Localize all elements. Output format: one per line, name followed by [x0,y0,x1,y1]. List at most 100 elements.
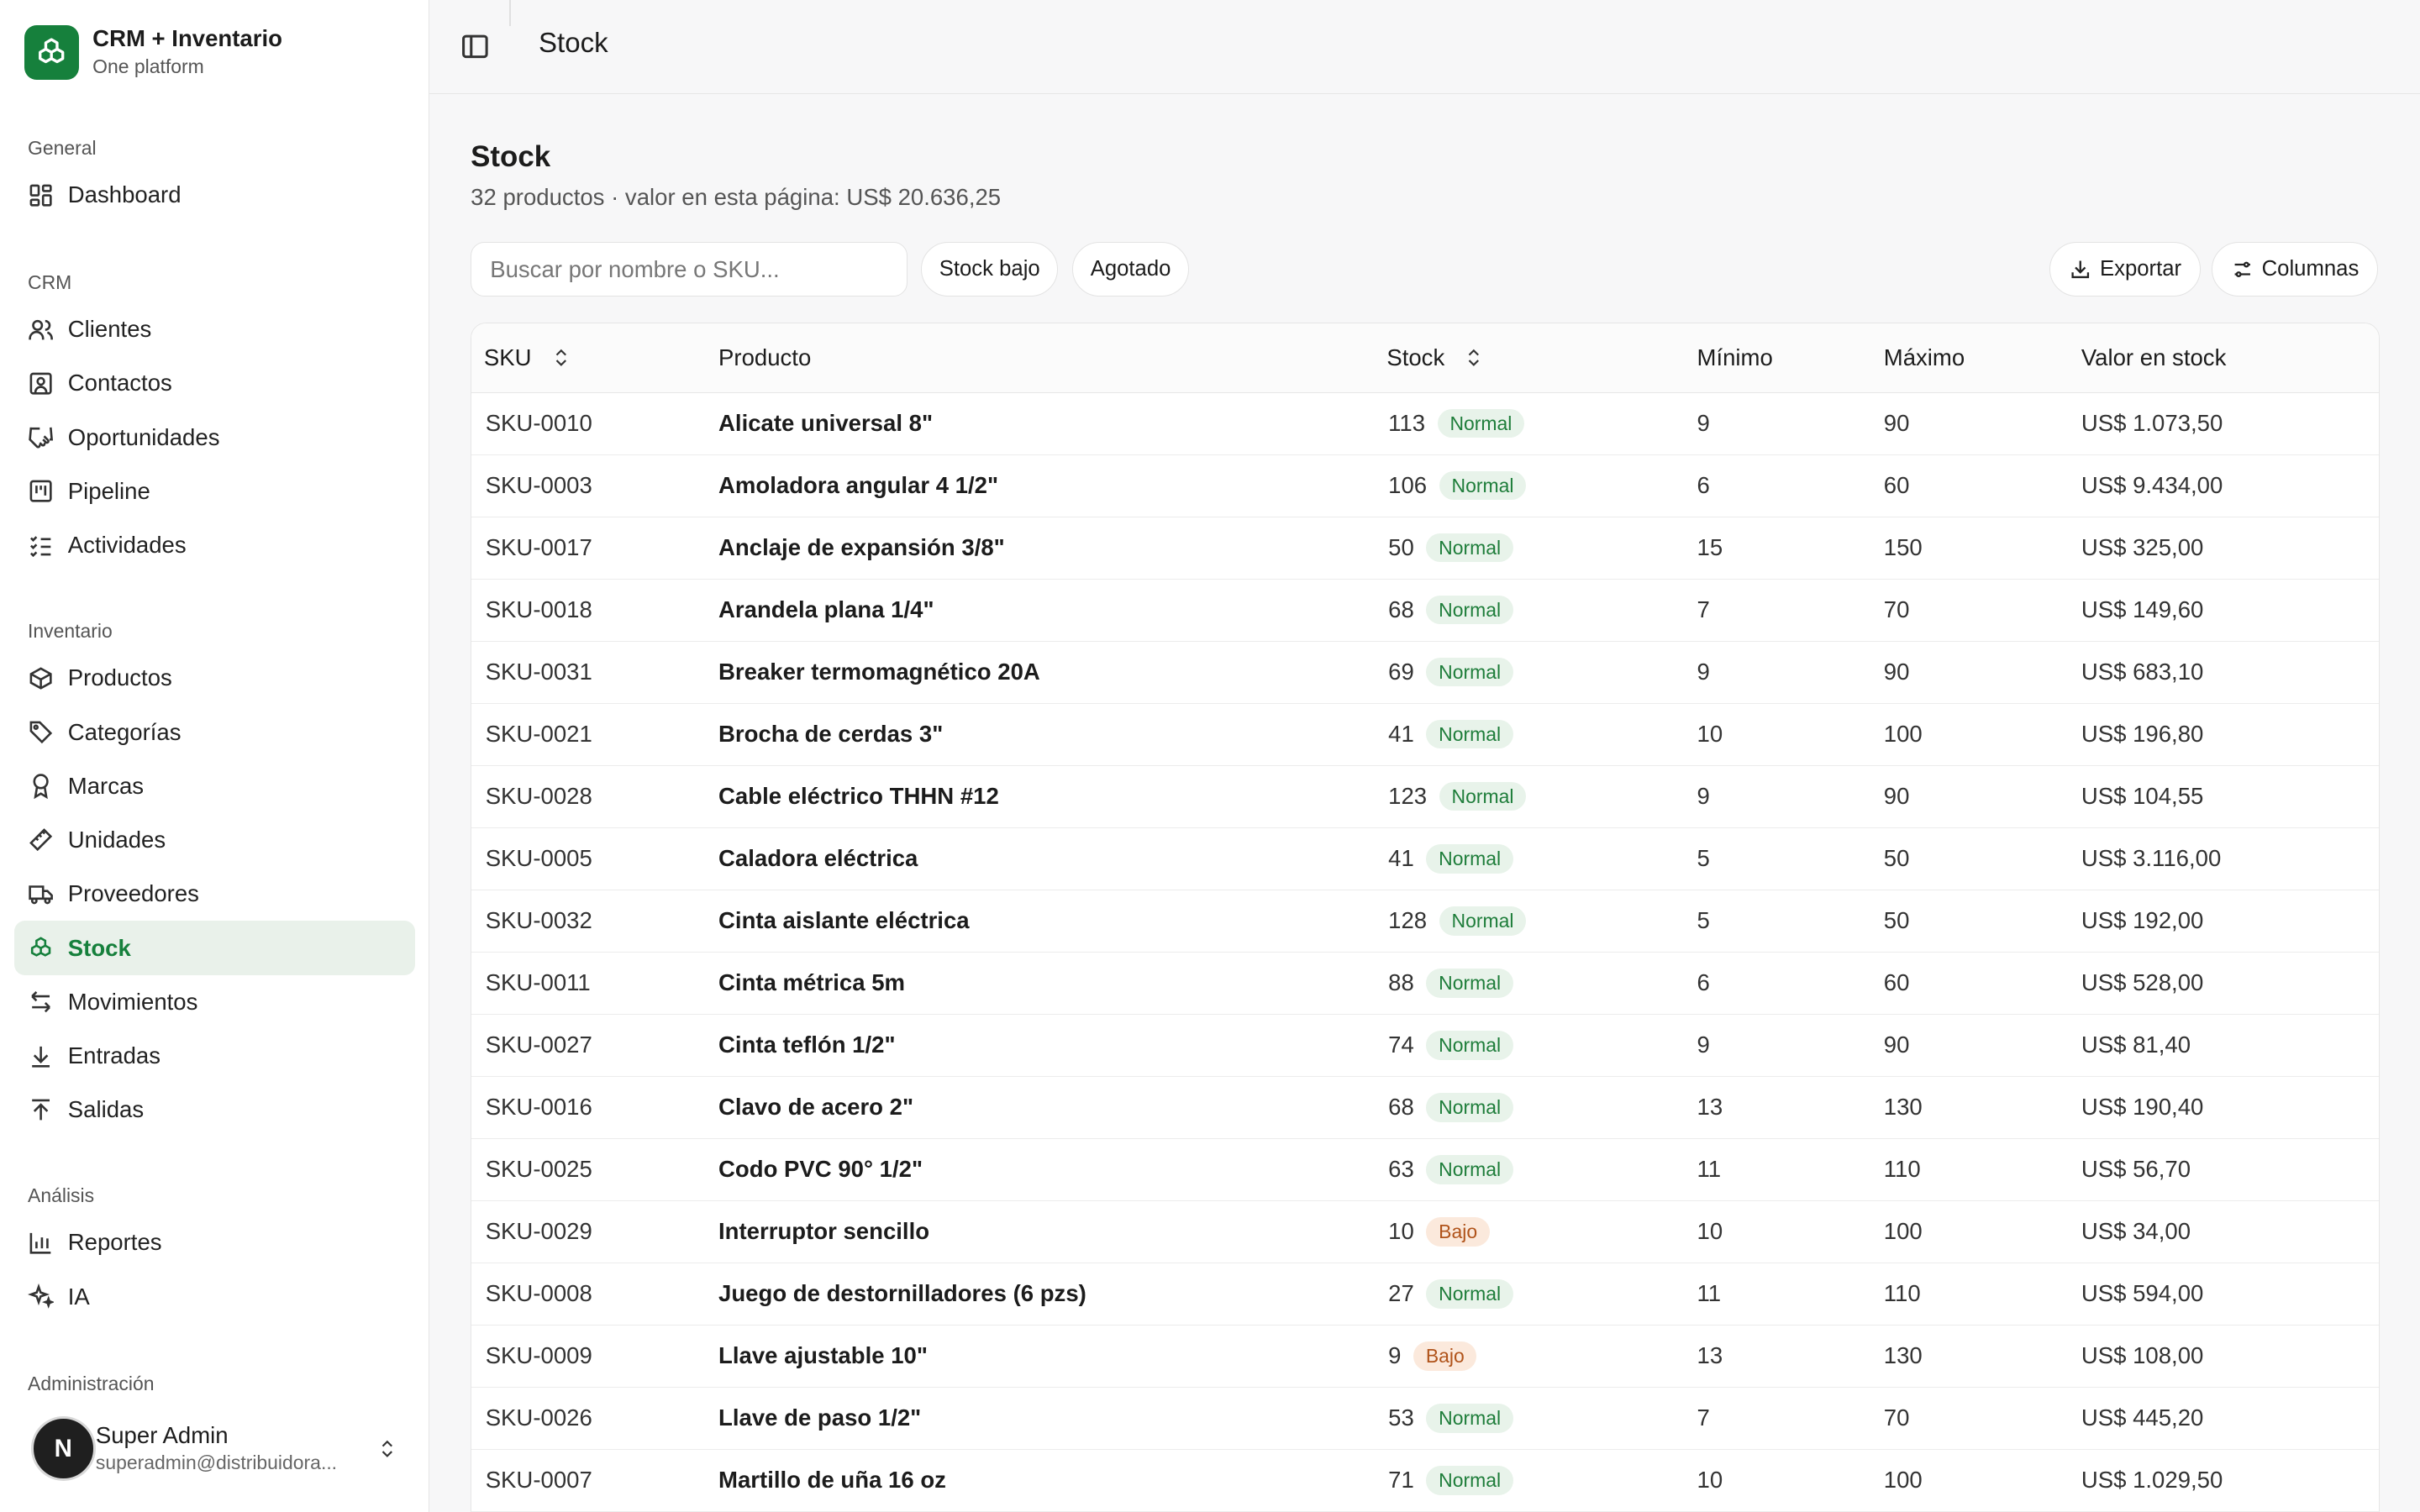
sidebar-item-reportes[interactable]: Reportes [14,1215,416,1269]
user-name: Super Admin [95,1421,229,1448]
cell-min: 6 [1697,472,1710,499]
table-row[interactable]: SKU-0018 Arandela plana 1/4" 68 Normal 7 70 US… [471,580,2380,642]
sidebar-item-marcas[interactable]: Marcas [14,759,416,813]
table-row[interactable]: SKU-0021 Brocha de cerdas 3" 41 Normal 10 100… [471,704,2380,766]
stock-qty: 113 [1388,410,1426,437]
table-row[interactable]: SKU-0017 Anclaje de expansión 3/8" 50 Norma… [471,517,2380,580]
table-row[interactable]: SKU-0029 Interruptor sencillo 10 Bajo 10 100 U… [471,1201,2380,1263]
columns-button[interactable]: Columnas [2211,242,2379,297]
sidebar-item-stock[interactable]: Stock [13,921,416,975]
cell-sku: SKU-0027 [485,1032,592,1058]
cell-value: US$ 9.434,00 [2081,472,2223,499]
table-row[interactable]: SKU-0027 Cinta teflón 1/2" 74 Normal 9 90 US$ … [471,1015,2380,1077]
cell-value: US$ 325,00 [2081,534,2204,561]
chevrons-up-down-icon [381,1440,393,1457]
stock-qty: 68 [1388,1094,1414,1121]
table-row[interactable]: SKU-0008 Juego de destornilladores (6 pzs… [471,1263,2380,1326]
cell-stock: 41 Normal [1388,704,1513,765]
sidebar-item-unidades[interactable]: Unidades [14,813,416,867]
table-row[interactable]: SKU-0025 Codo PVC 90° 1/2" 63 Normal 11 110 US… [471,1139,2380,1201]
table-row[interactable]: SKU-0028 Cable eléctrico THHN #12 123 Norma… [471,766,2380,828]
filter-agotado[interactable]: Agotado [1072,242,1189,297]
sidebar-item-clientes[interactable]: Clientes [14,302,416,356]
topbar-divider [509,0,511,27]
table-row[interactable]: SKU-0026 Llave de paso 1/2" 53 Normal 7 70 US$… [471,1388,2380,1450]
cell-min: 11 [1697,1156,1722,1183]
table-row[interactable]: SKU-0003 Amoladora angular 4 1/2" 106 Norma… [471,455,2380,517]
users-icon [29,319,53,339]
topbar-title: Stock [538,28,608,60]
status-badge: Normal [1426,1155,1513,1184]
sidebar-item-salidas[interactable]: Salidas [14,1083,416,1137]
cell-product: Cinta métrica 5m [718,969,906,996]
column-header-stock[interactable]: Stock [1386,323,1485,393]
sidebar-item-movimientos[interactable]: Movimientos [14,975,416,1029]
sidebar-item-entradas[interactable]: Entradas [14,1029,416,1083]
user-menu[interactable]: N Super Admin superadmin@distribuidora..… [30,1416,414,1482]
cell-sku: SKU-0032 [485,907,592,934]
column-header-producto: Producto [718,344,812,371]
table-row[interactable]: SKU-0032 Cinta aislante eléctrica 128 Norma… [471,890,2380,953]
cell-max: 90 [1883,659,1910,685]
cell-sku: SKU-0026 [485,1404,592,1431]
cell-min: 10 [1697,721,1723,748]
sidebar-item-oportunidades[interactable]: Oportunidades [14,411,416,465]
cell-max: 100 [1883,1218,1923,1245]
sort-icon [555,349,566,367]
sidebar-item-label: Stock [67,934,131,961]
export-button[interactable]: Exportar [2049,242,2202,297]
status-badge: Normal [1426,969,1513,998]
table-row[interactable]: SKU-0031 Breaker termomagnético 20A 69 Norm… [471,642,2380,704]
table-row[interactable]: SKU-0010 Alicate universal 8" 113 Normal 9 90… [471,393,2380,455]
cell-sku: SKU-0009 [485,1342,592,1369]
sidebar-item-pipeline[interactable]: Pipeline [14,465,416,518]
table-row[interactable]: SKU-0007 Martillo de uña 16 oz 71 Normal 10 1… [471,1450,2380,1512]
sidebar-item-productos[interactable]: Productos [14,651,416,705]
stock-qty: 41 [1388,721,1414,748]
cell-min: 11 [1697,1280,1722,1307]
cell-product: Cable eléctrico THHN #12 [718,783,999,810]
table-row[interactable]: SKU-0009 Llave ajustable 10" 9 Bajo 13 130 US$… [471,1326,2380,1388]
cell-value: US$ 108,00 [2081,1342,2204,1369]
status-badge: Normal [1426,658,1513,687]
sidebar-item-actividades[interactable]: Actividades [14,518,416,572]
cell-product: Interruptor sencillo [718,1218,930,1245]
stock-qty: 106 [1388,472,1428,499]
cell-min: 5 [1697,907,1710,934]
sidebar-item-proveedores[interactable]: Proveedores [14,867,416,921]
column-header-sku[interactable]: SKU [484,323,571,393]
sidebar-item-label: Salidas [67,1096,145,1123]
cell-min: 15 [1697,534,1723,561]
table-row[interactable]: SKU-0011 Cinta métrica 5m 88 Normal 6 60 US$ 5… [471,953,2380,1015]
sidebar-item-contactos[interactable]: Contactos [14,356,416,410]
cell-product: Llave ajustable 10" [718,1342,928,1369]
cell-product: Arandela plana 1/4" [718,596,934,623]
handshake-icon [29,427,54,449]
sidebar-item-dashboard[interactable]: Dashboard [14,168,416,222]
status-badge: Normal [1426,720,1513,749]
table-row[interactable]: SKU-0005 Caladora eléctrica 41 Normal 5 50 US$… [471,828,2380,890]
group-label-inventario: Inventario [28,619,113,642]
sidebar-item-label: Categorías [67,718,182,745]
sidebar-item-label: Unidades [67,827,166,853]
cell-min: 7 [1697,1404,1710,1431]
status-badge: Normal [1426,596,1513,625]
sidebar-item-ia[interactable]: IA [14,1270,416,1324]
cell-max: 90 [1883,783,1910,810]
cell-product: Anclaje de expansión 3/8" [718,534,1005,561]
table-row[interactable]: SKU-0016 Clavo de acero 2" 68 Normal 13 130 US… [471,1077,2380,1139]
cell-max: 150 [1883,534,1923,561]
filter-stock-bajo[interactable]: Stock bajo [921,242,1058,297]
sidebar-toggle-icon[interactable] [460,31,491,62]
table-header: SKU Producto Stock Mínimo Máximo Valor e… [471,323,2380,393]
search-input[interactable] [471,242,908,297]
group-label-administracion: Administración [28,1373,155,1395]
brand[interactable]: CRM + Inventario One platform [0,0,429,105]
cell-value: US$ 1.029,50 [2081,1467,2223,1494]
cell-max: 60 [1883,969,1910,996]
sidebar-item-label: Pipeline [67,477,150,504]
column-label: Stock [1386,344,1445,371]
sidebar-item-categorias[interactable]: Categorías [14,705,416,759]
sidebar-item-label: Marcas [67,772,145,799]
page-subtitle: 32 productos · valor en esta página: US$… [471,183,1002,210]
